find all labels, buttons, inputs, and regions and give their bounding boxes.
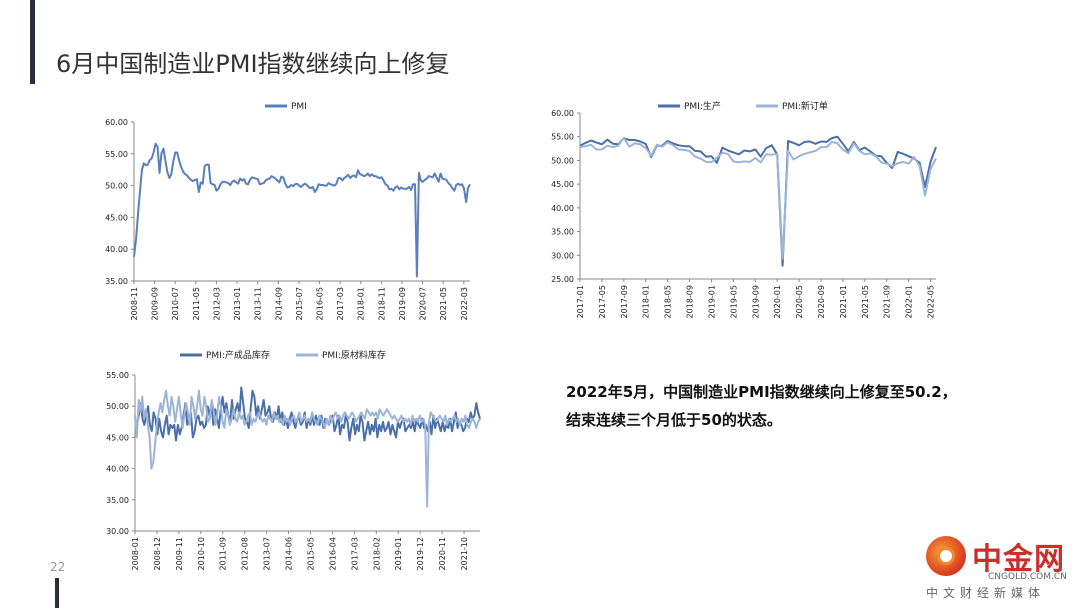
x-tick-label: 2021-05 — [861, 285, 870, 318]
title-accent-bar — [30, 0, 35, 84]
x-tick-label: 2019-01 — [394, 537, 403, 570]
x-tick-label: 2013-07 — [263, 537, 272, 570]
y-tick-label: 50.00 — [105, 182, 128, 191]
x-tick-label: 2019-01 — [707, 285, 716, 318]
y-tick-label: 30.00 — [106, 527, 129, 536]
x-tick-label: 2022-05 — [927, 285, 936, 318]
logo-slogan: 中文财经新媒体 — [926, 586, 1046, 600]
commentary-text: 2022年5月，中国制造业PMI指数继续向上修复至50.2， 结束连续三个月低于… — [566, 378, 996, 434]
x-tick-label: 2011-05 — [192, 287, 201, 320]
commentary-line: 2022年5月，中国制造业PMI指数继续向上修复至50.2， — [566, 383, 957, 401]
x-tick-label: 2017-09 — [620, 285, 629, 318]
inventories-chart: 30.00 35.00 40.00 45.00 50.00 55.00 2008-01 200… — [106, 349, 481, 570]
y-tick-label: 45.00 — [106, 433, 129, 442]
x-tick-label: 2009-09 — [151, 287, 160, 320]
legend-label: PMI:产成品库存 — [206, 349, 270, 361]
x-tick-label: 2017-03 — [350, 537, 359, 570]
x-tick-label: 2015-05 — [306, 537, 315, 570]
x-tick-label: 2018-01 — [642, 285, 651, 318]
x-tick-label: 2020-07 — [419, 287, 428, 320]
logo-name: 中金网 — [972, 542, 1065, 577]
x-tick-label: 2020-11 — [438, 537, 447, 570]
x-tick-label: 2009-11 — [175, 537, 184, 570]
series-line — [579, 135, 937, 267]
series-line — [134, 389, 481, 508]
x-tick-label: 2018-11 — [377, 287, 386, 320]
brand-logo: 中金网 CNGOLD.COM.CN 中文财经新媒体 — [908, 532, 1078, 608]
x-tick-label: 2010-10 — [197, 537, 206, 570]
y-tick-label: 50.00 — [551, 156, 574, 165]
x-tick-label: 2017-05 — [598, 285, 607, 318]
y-tick-label: 55.00 — [106, 371, 129, 380]
x-tick-label: 2021-10 — [460, 537, 469, 570]
y-tick-label: 45.00 — [105, 213, 128, 222]
x-tick-label: 2014-06 — [285, 537, 294, 570]
x-tick-label: 2012-03 — [212, 287, 221, 320]
y-tick-label: 35.00 — [106, 496, 129, 505]
x-tick-label: 2018-02 — [372, 537, 381, 570]
x-tick-label: 2020-09 — [817, 285, 826, 318]
y-tick-label: 40.00 — [105, 245, 128, 254]
y-tick-label: 35.00 — [551, 228, 574, 237]
x-tick-label: 2016-04 — [328, 537, 337, 570]
y-tick-label: 40.00 — [551, 204, 574, 213]
legend-label: PMI:生产 — [684, 100, 721, 112]
x-tick-label: 2013-01 — [233, 287, 242, 320]
x-tick-label: 2022-03 — [460, 287, 469, 320]
x-tick-label: 2020-01 — [773, 285, 782, 318]
y-tick-label: 40.00 — [106, 465, 129, 474]
x-tick-label: 2017-03 — [336, 287, 345, 320]
y-tick-label: 60.00 — [105, 118, 128, 127]
x-tick-label: 2008-12 — [153, 537, 162, 570]
y-tick-label: 25.00 — [551, 275, 574, 284]
logo-domain: CNGOLD.COM.CN — [988, 572, 1067, 582]
x-tick-label: 2010-07 — [171, 287, 180, 320]
x-tick-label: 2018-01 — [357, 287, 366, 320]
x-tick-label: 2016-05 — [316, 287, 325, 320]
x-tick-label: 2020-05 — [795, 285, 804, 318]
x-tick-label: 2021-05 — [439, 287, 448, 320]
y-tick-label: 50.00 — [106, 402, 129, 411]
x-tick-label: 2018-05 — [664, 285, 673, 318]
x-tick-label: 2018-09 — [686, 285, 695, 318]
y-tick-label: 55.00 — [105, 150, 128, 159]
series-line — [133, 142, 471, 278]
page-title: 6月中国制造业PMI指数继续向上修复 — [56, 50, 450, 78]
x-tick-label: 2021-01 — [839, 285, 848, 318]
y-tick-label: 35.00 — [105, 277, 128, 286]
legend-label: PMI — [291, 102, 307, 112]
x-tick-label: 2019-09 — [398, 287, 407, 320]
y-tick-label: 30.00 — [551, 251, 574, 260]
page-number: 22 — [50, 560, 66, 574]
legend-label: PMI:新订单 — [782, 100, 828, 112]
x-tick-label: 2008-01 — [131, 537, 140, 570]
x-tick-label: 2011-09 — [219, 537, 228, 570]
y-tick-label: 45.00 — [551, 180, 574, 189]
y-tick-label: 60.00 — [551, 109, 574, 118]
logo-emblem-icon — [926, 536, 966, 576]
x-tick-label: 2015-07 — [295, 287, 304, 320]
x-tick-label: 2012-08 — [241, 537, 250, 570]
footer-accent-bar — [55, 578, 59, 608]
x-tick-label: 2008-11 — [130, 287, 139, 320]
series-line — [579, 136, 937, 260]
x-tick-label: 2022-01 — [905, 285, 914, 318]
x-tick-label: 2019-05 — [729, 285, 738, 318]
x-tick-label: 2019-09 — [751, 285, 760, 318]
x-tick-label: 2013-11 — [254, 287, 263, 320]
x-tick-label: 2019-12 — [416, 537, 425, 570]
commentary-line: 结束连续三个月低于50的状态。 — [566, 411, 782, 429]
x-tick-label: 2017-01 — [576, 285, 585, 318]
x-tick-label: 2014-09 — [274, 287, 283, 320]
y-tick-label: 55.00 — [551, 133, 574, 142]
x-tick-label: 2021-09 — [883, 285, 892, 318]
legend-label: PMI:原材料库存 — [322, 349, 386, 361]
production-orders-chart: 25.00 30.00 35.00 40.00 45.00 50.00 55.00 60.00… — [551, 100, 937, 318]
pmi-chart: 35.00 40.00 45.00 50.00 55.00 60.00 2008-11 200… — [105, 102, 471, 320]
